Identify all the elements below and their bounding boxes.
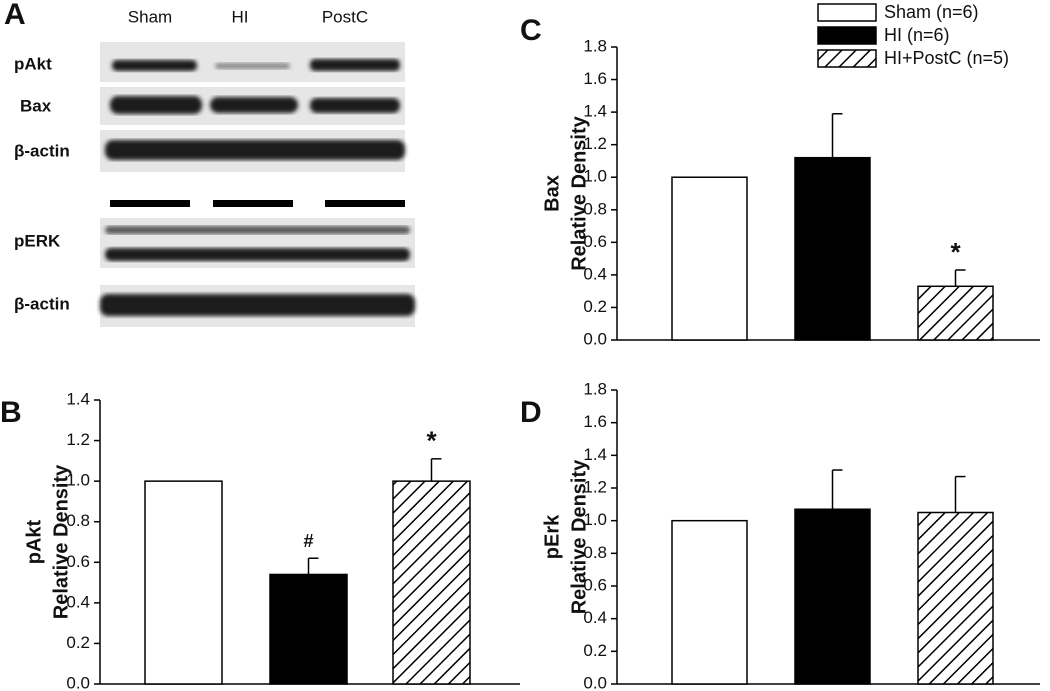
- error-bar: [831, 469, 843, 510]
- y-tick-label: 0.6: [66, 552, 90, 571]
- y-tick-label: 1.6: [583, 69, 607, 88]
- y-tick-label: 0.6: [583, 232, 607, 251]
- y-tick-label: 1.8: [583, 36, 607, 55]
- y-tick-label: 0.8: [583, 543, 607, 562]
- group-bar: [213, 200, 293, 207]
- y-tick-label: 1.0: [583, 510, 607, 529]
- y-tick-label: 1.0: [66, 471, 90, 490]
- legend-label: Sham (n=6): [884, 2, 979, 22]
- bar: [794, 508, 871, 685]
- y-tick-label: 0.4: [66, 592, 90, 611]
- y-tick-label: 0.0: [583, 329, 607, 348]
- y-tick-label: 0.0: [66, 673, 90, 691]
- error-bar: [954, 475, 966, 513]
- legend-label: HI+PostC (n=5): [884, 48, 1009, 68]
- bar: [917, 285, 994, 341]
- y-tick-label: 0.8: [66, 511, 90, 530]
- y-axis-label: pErk: [541, 514, 563, 559]
- lane-label: HI: [232, 7, 249, 26]
- group-bar: [110, 200, 190, 207]
- y-tick-label: 0.0: [583, 673, 607, 691]
- bar: [671, 519, 748, 685]
- y-axis-label: Bax: [541, 175, 563, 212]
- y-tick-label: 1.4: [583, 102, 607, 121]
- y-tick-label: 1.0: [583, 167, 607, 186]
- y-tick-label: 0.2: [583, 641, 607, 660]
- y-tick-label: 1.4: [66, 389, 90, 408]
- bar-chart: C Bax Relative Density 0.0 0.2 0.4 0.6 0.8 1.0 1.…: [520, 2, 1040, 348]
- row-label: pAkt: [14, 54, 52, 73]
- y-axis-label: pAkt: [23, 519, 45, 564]
- panel-letter: B: [0, 396, 22, 429]
- error-bar: [831, 112, 843, 158]
- significance-label: #: [303, 531, 313, 551]
- panel-letter: C: [520, 14, 542, 47]
- y-axis-label: Relative Density: [568, 115, 590, 270]
- error-bar: [307, 557, 319, 575]
- error-bar: [430, 458, 442, 482]
- panel-letter: A: [4, 0, 26, 31]
- lane-label: Sham: [128, 7, 172, 26]
- group-bar: [325, 200, 405, 207]
- legend-swatch: [817, 3, 877, 22]
- panel-letter: D: [520, 396, 542, 429]
- y-axis-label: Relative Density: [50, 464, 72, 619]
- row-label: β-actin: [14, 294, 70, 313]
- y-tick-label: 1.4: [583, 445, 607, 464]
- bar: [144, 480, 223, 685]
- y-tick-label: 1.2: [583, 134, 607, 153]
- y-tick-label: 0.4: [583, 264, 607, 283]
- significance-label: *: [950, 237, 961, 267]
- y-tick-label: 1.2: [66, 430, 90, 449]
- y-tick-label: 0.6: [583, 575, 607, 594]
- significance-label: *: [426, 426, 437, 456]
- y-tick-label: 0.4: [583, 608, 607, 627]
- y-tick-label: 1.8: [583, 379, 607, 398]
- bar: [671, 176, 748, 341]
- bar: [917, 511, 994, 685]
- y-axis-label: Relative Density: [568, 459, 590, 614]
- bands: [100, 59, 415, 316]
- bar: [392, 480, 471, 685]
- error-bar: [954, 269, 966, 287]
- lane-label: PostC: [322, 7, 368, 26]
- row-label: Bax: [20, 96, 52, 115]
- bar: [794, 156, 871, 341]
- row-label: pERK: [14, 231, 61, 250]
- legend-swatch: [817, 49, 877, 68]
- legend-label: HI (n=6): [884, 25, 950, 45]
- y-tick-label: 1.6: [583, 412, 607, 431]
- legend-swatch: [817, 26, 877, 45]
- y-tick-label: 0.2: [66, 633, 90, 652]
- y-tick-label: 1.2: [583, 477, 607, 496]
- row-label: β-actin: [14, 141, 70, 160]
- y-tick-label: 0.2: [583, 297, 607, 316]
- y-tick-label: 0.8: [583, 199, 607, 218]
- blot-panel: A Sham HI PostC pAkt Bax β-actin pERK β-…: [4, 0, 415, 327]
- bar: [269, 573, 348, 685]
